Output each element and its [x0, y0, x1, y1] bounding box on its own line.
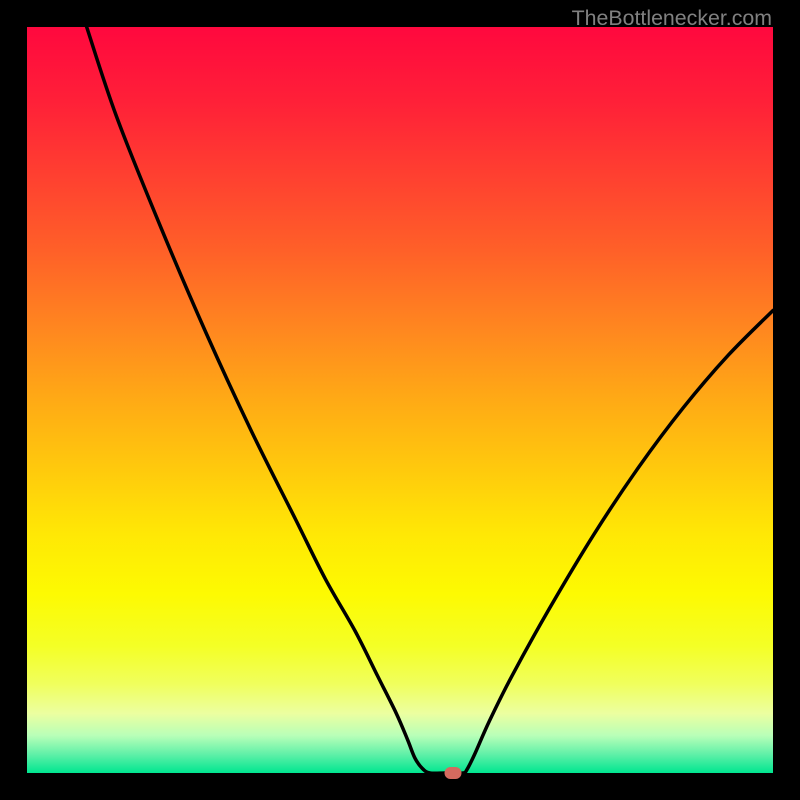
plot-area — [27, 27, 773, 773]
chart-outer: TheBottlenecker.com — [0, 0, 800, 800]
attribution-text: TheBottlenecker.com — [572, 6, 772, 30]
attribution-label: TheBottlenecker.com — [572, 6, 772, 31]
optimal-point-marker — [444, 767, 461, 779]
bottleneck-curve — [87, 27, 773, 773]
bottleneck-curve-svg — [27, 27, 773, 773]
